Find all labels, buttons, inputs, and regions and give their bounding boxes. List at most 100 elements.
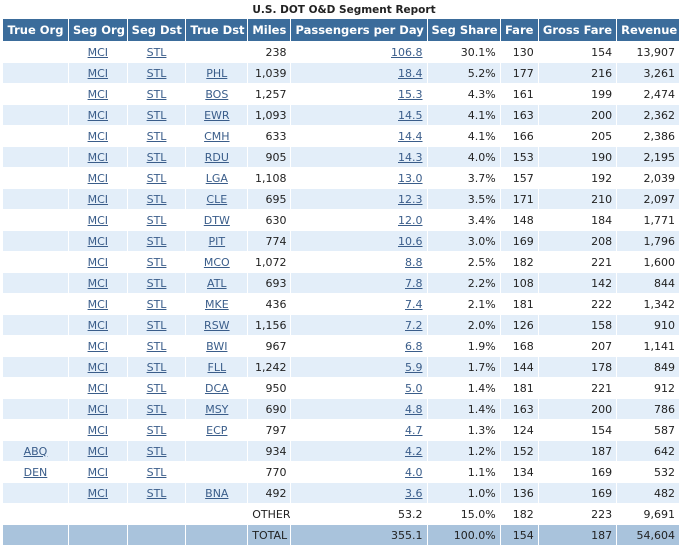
col-header-seg-share[interactable]: Seg Share	[426, 18, 501, 42]
true-dst-link[interactable]: CMH	[204, 129, 230, 143]
seg-org-link[interactable]: MCI	[87, 465, 109, 479]
seg-dst-link[interactable]: STL	[146, 444, 167, 458]
seg-org-link[interactable]: MCI	[87, 66, 109, 80]
passengers-per-day-link[interactable]: 4.7	[405, 423, 423, 437]
seg-org-link[interactable]: MCI	[87, 213, 109, 227]
seg-org-link[interactable]: MCI	[87, 234, 109, 248]
true-dst-link[interactable]: RSW	[204, 318, 230, 332]
true-dst-link[interactable]: MKE	[204, 297, 229, 311]
passengers-per-day-link[interactable]: 18.4	[398, 66, 423, 80]
seg-dst-link[interactable]: STL	[146, 129, 167, 143]
seg-dst-link[interactable]: STL	[146, 213, 167, 227]
seg-dst-link[interactable]: STL	[146, 171, 167, 185]
seg-dst-link[interactable]: STL	[146, 192, 167, 206]
passengers-per-day-link[interactable]: 106.8	[391, 45, 423, 59]
true-dst-link[interactable]: MSY	[205, 402, 229, 416]
seg-dst-link[interactable]: STL	[146, 66, 167, 80]
miles-cell: 1,093	[247, 104, 292, 126]
true-dst-link[interactable]: BOS	[205, 87, 229, 101]
passengers-per-day-link[interactable]: 3.6	[405, 486, 423, 500]
seg-dst-link[interactable]: STL	[146, 45, 167, 59]
seg-dst-link[interactable]: STL	[146, 465, 167, 479]
seg-org-link[interactable]: MCI	[87, 87, 109, 101]
true-dst-link[interactable]: FLL	[207, 360, 227, 374]
seg-org-link[interactable]: MCI	[87, 150, 109, 164]
passengers-per-day-link[interactable]: 7.2	[405, 318, 423, 332]
seg-org-link[interactable]: MCI	[87, 255, 109, 269]
seg-dst-link[interactable]: STL	[146, 402, 167, 416]
seg-dst-link[interactable]: STL	[146, 276, 167, 290]
col-header-revenue[interactable]: Revenue	[616, 18, 680, 42]
true-dst-link[interactable]: ATL	[207, 276, 227, 290]
passengers-per-day-link[interactable]: 7.4	[405, 297, 423, 311]
seg-dst-link[interactable]: STL	[146, 297, 167, 311]
seg-dst-link[interactable]: STL	[146, 486, 167, 500]
seg-org-link[interactable]: MCI	[87, 339, 109, 353]
true-dst-link[interactable]: MCO	[203, 255, 230, 269]
seg-dst-link[interactable]: STL	[146, 108, 167, 122]
seg-org-link[interactable]: MCI	[87, 192, 109, 206]
col-header-gross-fare[interactable]: Gross Fare	[537, 18, 618, 42]
passengers-per-day-link[interactable]: 14.4	[398, 129, 423, 143]
seg-dst-link[interactable]: STL	[146, 381, 167, 395]
seg-org-link[interactable]: MCI	[87, 276, 109, 290]
seg-org-link[interactable]: MCI	[87, 381, 109, 395]
true-dst-link[interactable]: CLE	[206, 192, 228, 206]
true-dst-link[interactable]: DCA	[204, 381, 229, 395]
table-row: MCI STL PHL 1,039 18.4 5.2% 177 216 3,261	[2, 62, 680, 84]
true-dst-link[interactable]: LGA	[205, 171, 228, 185]
passengers-per-day-link[interactable]: 15.3	[398, 87, 423, 101]
seg-org-link[interactable]: MCI	[87, 318, 109, 332]
passengers-per-day-link[interactable]: 5.0	[405, 381, 423, 395]
passengers-per-day-link[interactable]: 5.9	[405, 360, 423, 374]
true-dst-link[interactable]: EWR	[204, 108, 230, 122]
seg-org-link[interactable]: MCI	[87, 486, 109, 500]
true-dst-link[interactable]: PHL	[206, 66, 228, 80]
true-dst-link[interactable]: ECP	[206, 423, 228, 437]
seg-org-link[interactable]: MCI	[87, 402, 109, 416]
true-dst-link[interactable]: BWI	[206, 339, 228, 353]
seg-dst-link[interactable]: STL	[146, 150, 167, 164]
passengers-per-day-link[interactable]: 7.8	[405, 276, 423, 290]
true-org-link[interactable]: ABQ	[23, 444, 48, 458]
col-header-fare[interactable]: Fare	[499, 18, 539, 42]
true-dst-link[interactable]: DTW	[203, 213, 230, 227]
seg-org-link[interactable]: MCI	[87, 360, 109, 374]
seg-org-link[interactable]: MCI	[87, 108, 109, 122]
true-dst-link[interactable]: RDU	[204, 150, 229, 164]
seg-org-link[interactable]: MCI	[87, 171, 109, 185]
seg-org-link[interactable]: MCI	[87, 45, 109, 59]
seg-dst-link[interactable]: STL	[146, 423, 167, 437]
col-header-true-dst[interactable]: True Dst	[185, 18, 249, 42]
seg-dst-link[interactable]: STL	[146, 339, 167, 353]
other-true-dst	[185, 503, 249, 525]
passengers-per-day-link[interactable]: 6.8	[405, 339, 423, 353]
passengers-per-day-link[interactable]: 13.0	[398, 171, 423, 185]
seg-dst-link[interactable]: STL	[146, 87, 167, 101]
seg-dst-link[interactable]: STL	[146, 234, 167, 248]
passengers-per-day-link[interactable]: 4.0	[405, 465, 423, 479]
seg-org-link[interactable]: MCI	[87, 423, 109, 437]
seg-org-link[interactable]: MCI	[87, 297, 109, 311]
passengers-per-day-link[interactable]: 14.5	[398, 108, 423, 122]
seg-dst-link[interactable]: STL	[146, 360, 167, 374]
true-dst-link[interactable]: BNA	[205, 486, 229, 500]
col-header-passengers-per-day[interactable]: Passengers per Day	[290, 18, 428, 42]
true-org-link[interactable]: DEN	[23, 465, 48, 479]
passengers-per-day-link[interactable]: 10.6	[398, 234, 423, 248]
passengers-per-day-link[interactable]: 8.8	[405, 255, 423, 269]
col-header-true-org[interactable]: True Org	[2, 18, 69, 42]
passengers-per-day-link[interactable]: 12.3	[398, 192, 423, 206]
passengers-per-day-link[interactable]: 4.2	[405, 444, 423, 458]
seg-org-link[interactable]: MCI	[87, 444, 109, 458]
col-header-seg-dst[interactable]: Seg Dst	[126, 18, 187, 42]
col-header-seg-org[interactable]: Seg Org	[67, 18, 128, 42]
seg-dst-link[interactable]: STL	[146, 318, 167, 332]
passengers-per-day-link[interactable]: 4.8	[405, 402, 423, 416]
true-dst-link[interactable]: PIT	[208, 234, 226, 248]
passengers-per-day-link[interactable]: 12.0	[398, 213, 423, 227]
col-header-miles[interactable]: Miles	[247, 18, 292, 42]
seg-dst-link[interactable]: STL	[146, 255, 167, 269]
passengers-per-day-link[interactable]: 14.3	[398, 150, 423, 164]
seg-org-link[interactable]: MCI	[87, 129, 109, 143]
